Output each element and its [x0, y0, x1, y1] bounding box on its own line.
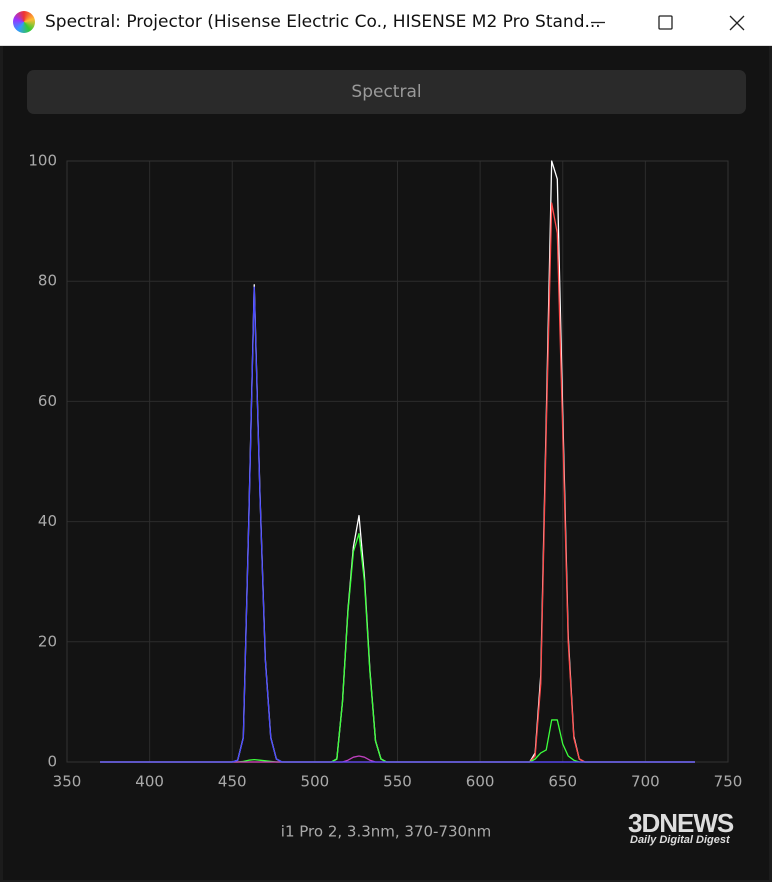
y-tick-label: 40: [38, 512, 57, 530]
y-tick-label: 100: [28, 152, 57, 170]
maximize-button[interactable]: [632, 0, 702, 45]
title-bar: Spectral: Projector (Hisense Electric Co…: [0, 0, 772, 46]
x-tick-label: 450: [218, 773, 247, 791]
spectrum-line: [100, 286, 695, 763]
y-tick-label: 20: [38, 632, 57, 650]
x-tick-label: 700: [631, 773, 660, 791]
y-tick-label: 0: [47, 753, 57, 771]
content: Spectral: [3, 46, 769, 880]
caption: i1 Pro 2, 3.3nm, 370-730nm: [281, 823, 491, 841]
close-button[interactable]: [702, 0, 772, 45]
spectrum-line: [100, 532, 695, 763]
y-tick-label: 60: [38, 392, 57, 410]
x-tick-label: 500: [301, 773, 330, 791]
x-tick-label: 600: [466, 773, 495, 791]
minimize-button[interactable]: [562, 0, 632, 45]
x-tick-label: 650: [548, 773, 577, 791]
spectral-button[interactable]: Spectral: [27, 70, 746, 114]
x-tick-label: 350: [53, 773, 82, 791]
x-tick-label: 400: [135, 773, 164, 791]
x-tick-label: 750: [714, 773, 743, 791]
app-icon: [13, 11, 35, 33]
watermark-logo: 3DNEWS: [628, 808, 734, 838]
window-title: Spectral: Projector (Hisense Electric Co…: [45, 12, 601, 32]
x-tick-label: 550: [383, 773, 412, 791]
watermark-tagline: Daily Digital Digest: [630, 834, 730, 846]
y-tick-label: 80: [38, 272, 57, 290]
